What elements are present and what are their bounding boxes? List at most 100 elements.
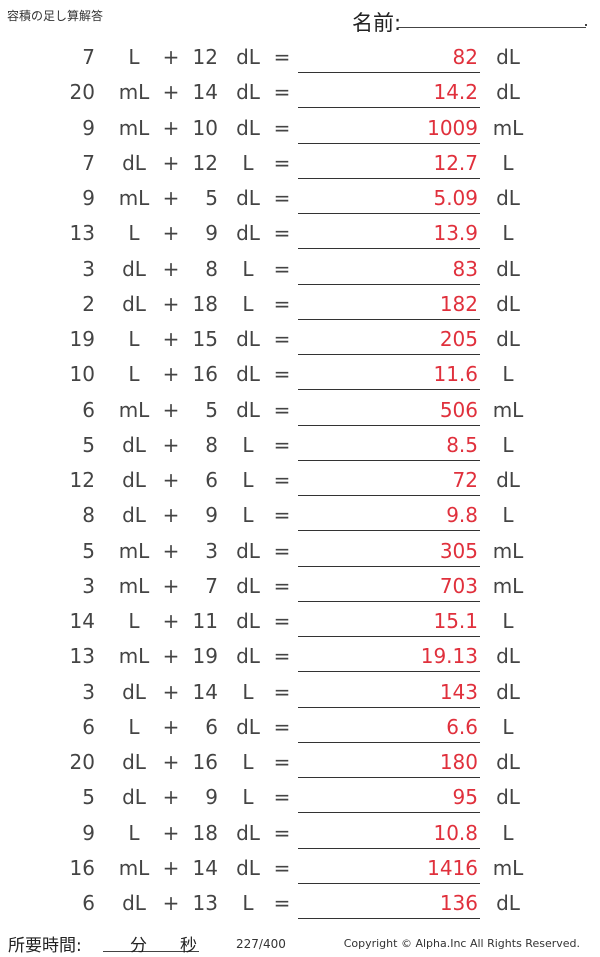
second-quantity: 5 (205, 186, 218, 210)
worksheet-title: 容積の足し算解答 (7, 9, 104, 23)
answer-line (298, 213, 480, 214)
plus-sign: + (162, 785, 180, 810)
answer-line (298, 565, 480, 567)
answer-unit: L (502, 362, 514, 387)
answer-value: 506 (439, 397, 478, 422)
second-quantity: 3 (205, 538, 218, 563)
name-label: 名前: (352, 11, 402, 35)
first-quantity: 8 (82, 503, 95, 528)
equals-sign: = (273, 186, 291, 210)
equals-sign: = (273, 397, 291, 422)
answer-unit: dL (496, 468, 520, 492)
problem-row: 9 mL +10 dL = 1009 mL (0, 111, 600, 146)
second-quantity: 18 (192, 291, 218, 316)
first-unit: dL (122, 679, 146, 704)
equals-sign: = (273, 855, 291, 880)
problem-row: 9 L +18 dL = 10.8 L (0, 816, 600, 851)
first-unit: dL (122, 256, 146, 281)
answer-unit: mL (492, 397, 524, 422)
second-unit: dL (236, 397, 260, 422)
first-unit: L (128, 714, 140, 739)
plus-sign: + (162, 679, 180, 704)
second-unit: L (242, 432, 254, 457)
plus-sign: + (162, 573, 180, 598)
answer-unit: L (502, 609, 514, 633)
plus-sign: + (162, 362, 180, 387)
problem-row: 12 dL +6 L = 72 dL (0, 463, 600, 498)
plus-sign: + (162, 503, 180, 528)
answer-line (298, 706, 480, 708)
answer-value: 12.7 (433, 150, 478, 175)
second-unit: L (242, 750, 254, 774)
answer-value: 136 (439, 891, 478, 915)
answer-line (298, 918, 480, 919)
answer-value: 703 (439, 573, 478, 598)
answer-value: 143 (439, 679, 478, 704)
answer-line (298, 530, 480, 532)
answer-unit: mL (492, 538, 524, 563)
answer-line (298, 389, 480, 391)
equals-sign: = (273, 115, 291, 140)
answer-line (298, 318, 480, 320)
answer-unit: L (502, 432, 514, 457)
second-quantity: 11 (192, 609, 218, 633)
plus-sign: + (162, 150, 180, 175)
first-unit: mL (118, 573, 150, 598)
second-quantity: 16 (192, 750, 218, 774)
problem-row: 7 dL +12 L = 12.7 L (0, 146, 600, 181)
problem-row: 16 mL +14 dL = 1416 mL (0, 851, 600, 886)
answer-line (298, 424, 480, 426)
answer-unit: L (502, 820, 514, 845)
plus-sign: + (162, 609, 180, 633)
answer-value: 182 (439, 291, 478, 316)
second-quantity: 14 (192, 855, 218, 880)
second-unit: L (242, 256, 254, 281)
second-unit: L (242, 679, 254, 704)
answer-line (298, 459, 480, 461)
problem-row: 9 mL +5 dL = 5.09 dL (0, 181, 600, 216)
plus-sign: + (162, 538, 180, 563)
plus-sign: + (162, 327, 180, 351)
answer-line (298, 882, 480, 884)
answer-value: 180 (439, 750, 478, 774)
answer-unit: dL (496, 291, 520, 316)
equals-sign: = (273, 538, 291, 563)
answer-unit: dL (496, 327, 520, 351)
second-unit: L (242, 785, 254, 810)
first-quantity: 3 (82, 573, 95, 598)
answer-line (298, 142, 480, 144)
answer-line (298, 283, 480, 285)
answer-value: 1416 (427, 855, 478, 880)
answer-unit: L (502, 150, 514, 175)
first-quantity: 7 (82, 45, 95, 69)
second-unit: dL (236, 714, 260, 739)
plus-sign: + (162, 432, 180, 457)
second-quantity: 6 (205, 468, 218, 492)
answer-unit: mL (492, 115, 524, 140)
copyright-notice: Copyright © Alpha.Inc All Rights Reserve… (343, 937, 580, 950)
time-label: 所要時間: (8, 936, 82, 956)
answer-unit: L (502, 714, 514, 739)
second-unit: dL (236, 538, 260, 563)
equals-sign: = (273, 327, 291, 351)
problem-row: 8 dL +9 L = 9.8 L (0, 498, 600, 533)
problem-row: 3 mL +7 dL = 703 mL (0, 569, 600, 604)
first-unit: dL (122, 503, 146, 528)
second-quantity: 12 (192, 150, 218, 175)
equals-sign: = (273, 80, 291, 105)
second-quantity: 14 (192, 80, 218, 105)
first-quantity: 10 (69, 362, 95, 387)
first-unit: dL (122, 750, 146, 774)
answer-line (298, 671, 480, 673)
equals-sign: = (273, 714, 291, 739)
answer-line (298, 354, 480, 355)
problem-row: 5 dL +9 L = 95 dL (0, 780, 600, 815)
second-quantity: 6 (205, 714, 218, 739)
second-unit: L (242, 503, 254, 528)
problem-row: 10 L +16 dL = 11.6 L (0, 357, 600, 392)
second-quantity: 19 (192, 644, 218, 669)
answer-value: 83 (452, 256, 478, 281)
second-unit: dL (236, 221, 260, 246)
first-quantity: 13 (69, 644, 95, 669)
first-unit: L (128, 820, 140, 845)
